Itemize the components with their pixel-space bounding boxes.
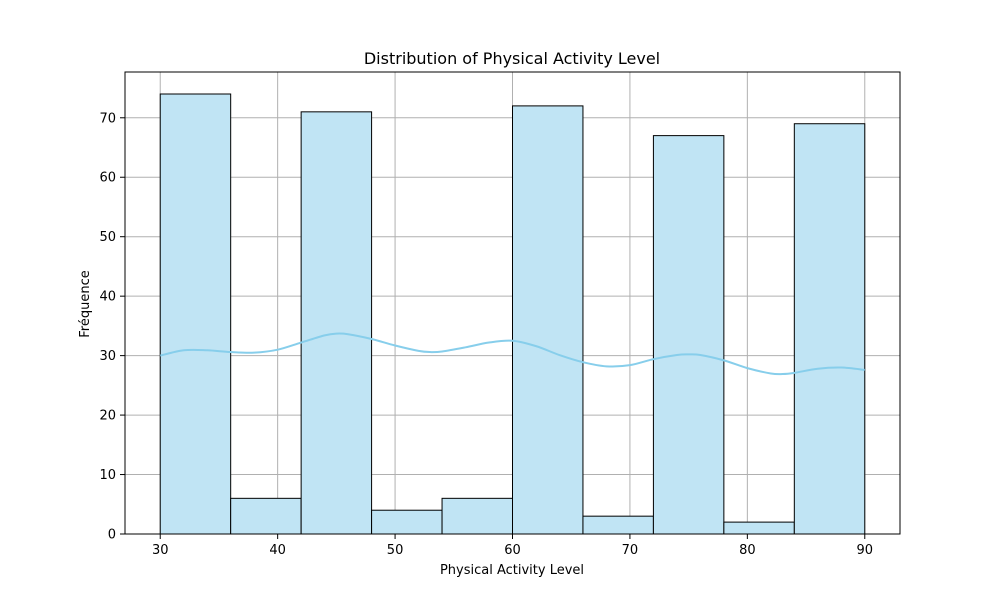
histogram-bar xyxy=(512,105,584,535)
histogram-bar xyxy=(652,135,725,535)
x-tick-label: 60 xyxy=(504,543,521,558)
density-curve xyxy=(159,332,865,376)
y-tick-label: 30 xyxy=(99,349,116,364)
y-tick-label: 40 xyxy=(99,290,116,305)
y-axis-label: Fréquence xyxy=(78,270,93,337)
histogram-bar xyxy=(300,111,373,535)
histogram-bar xyxy=(582,515,654,535)
histogram-bars xyxy=(159,93,866,535)
y-tick-label: 20 xyxy=(99,409,116,424)
y-tick-label: 0 xyxy=(108,528,116,543)
y-tick-label: 50 xyxy=(99,230,116,245)
y-tick-label: 10 xyxy=(99,468,116,483)
histogram-bar xyxy=(230,497,302,535)
x-tick-label: 80 xyxy=(739,543,756,558)
x-tick-label: 30 xyxy=(152,543,169,558)
x-tick-label: 70 xyxy=(622,543,639,558)
chart-title: Distribution of Physical Activity Level xyxy=(364,49,660,68)
histogram-bar xyxy=(793,123,866,535)
histogram-bar xyxy=(159,93,232,535)
histogram-bar xyxy=(441,497,513,535)
x-tick-label: 90 xyxy=(856,543,873,558)
histogram-bar xyxy=(371,509,443,535)
x-tick-label: 40 xyxy=(269,543,286,558)
y-tick-label: 70 xyxy=(99,111,116,126)
x-axis-label: Physical Activity Level xyxy=(440,563,584,578)
y-tick-label: 60 xyxy=(99,171,116,186)
histogram-bar xyxy=(723,521,795,535)
x-axis-ticks: 30 40 50 60 70 80 90 xyxy=(152,534,873,558)
density-curve-layer xyxy=(159,332,865,376)
y-axis-ticks: 0 10 20 30 40 50 60 70 xyxy=(99,111,125,543)
x-tick-label: 50 xyxy=(387,543,404,558)
